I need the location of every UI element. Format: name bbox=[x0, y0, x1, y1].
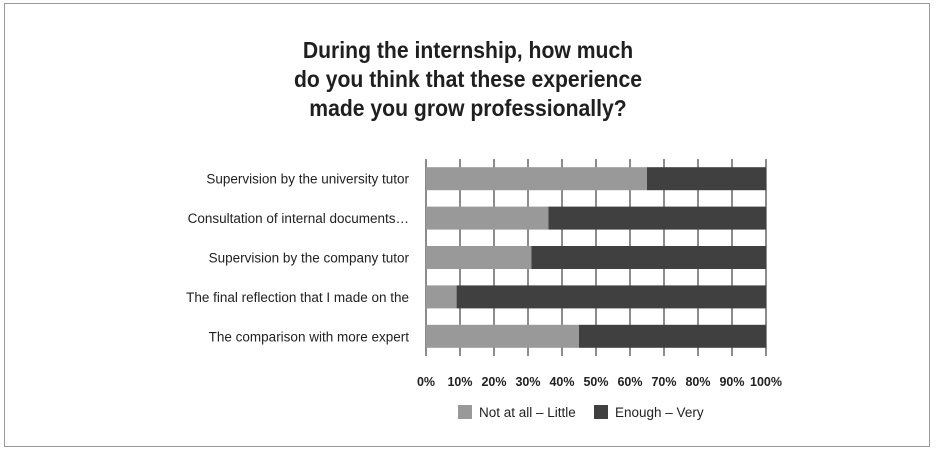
bar-segment bbox=[647, 167, 766, 191]
category-label: Supervision by the company tutor bbox=[209, 251, 410, 266]
legend-label: Not at all – Little bbox=[479, 405, 576, 420]
legend-label: Enough – Very bbox=[615, 405, 704, 420]
x-tick-label: 50% bbox=[583, 375, 608, 389]
category-label: Supervision by the university tutor bbox=[206, 172, 409, 187]
chart-title-line: During the internship, how much bbox=[302, 37, 634, 63]
category-label: The comparison with more expert bbox=[209, 329, 410, 344]
x-tick-label: 10% bbox=[447, 375, 472, 389]
x-tick-label: 70% bbox=[651, 375, 676, 389]
bar-segment bbox=[426, 167, 647, 191]
x-tick-label: 0% bbox=[417, 375, 435, 389]
x-tick-label: 40% bbox=[549, 375, 574, 389]
bar-segment bbox=[426, 324, 579, 348]
x-tick-label: 100% bbox=[750, 375, 782, 389]
x-tick-label: 60% bbox=[617, 375, 642, 389]
x-tick-label: 20% bbox=[481, 375, 506, 389]
bar-segment bbox=[548, 206, 766, 230]
chart-title-line: do you think that these experience bbox=[293, 66, 643, 92]
x-tick-label: 30% bbox=[515, 375, 540, 389]
bar-segment bbox=[426, 285, 457, 309]
x-tick-label: 90% bbox=[719, 375, 744, 389]
chart-title-line: made you grow professionally? bbox=[309, 95, 627, 121]
bar-segment bbox=[579, 324, 766, 348]
category-label: Consultation of internal documents… bbox=[188, 211, 409, 226]
category-label: The final reflection that I made on the bbox=[186, 290, 409, 305]
x-tick-label: 80% bbox=[685, 375, 710, 389]
chart-title: During the internship, how much do you t… bbox=[37, 36, 898, 123]
bar-segment bbox=[426, 246, 532, 269]
bar-segment bbox=[426, 206, 549, 230]
bar-segment bbox=[531, 246, 766, 269]
bar-segment bbox=[456, 285, 766, 309]
legend-swatch bbox=[458, 405, 472, 419]
legend-swatch bbox=[594, 405, 608, 419]
